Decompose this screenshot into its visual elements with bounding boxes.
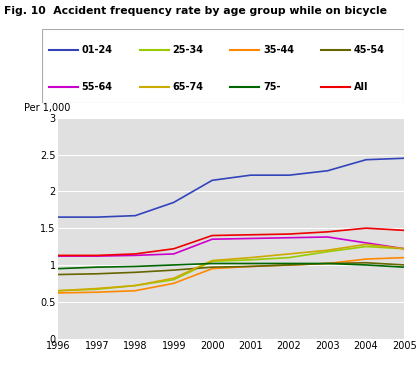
Text: Fig. 10  Accident frequency rate by age group while on bicycle: Fig. 10 Accident frequency rate by age g… bbox=[4, 6, 387, 15]
Text: 45-54: 45-54 bbox=[354, 45, 385, 55]
Text: 75-: 75- bbox=[263, 82, 281, 92]
Text: All: All bbox=[354, 82, 368, 92]
FancyBboxPatch shape bbox=[42, 29, 404, 103]
Text: Per 1,000: Per 1,000 bbox=[24, 103, 70, 113]
Text: 35-44: 35-44 bbox=[263, 45, 294, 55]
Text: 55-64: 55-64 bbox=[82, 82, 113, 92]
Text: 65-74: 65-74 bbox=[172, 82, 203, 92]
Text: 01-24: 01-24 bbox=[82, 45, 113, 55]
Text: 25-34: 25-34 bbox=[172, 45, 203, 55]
